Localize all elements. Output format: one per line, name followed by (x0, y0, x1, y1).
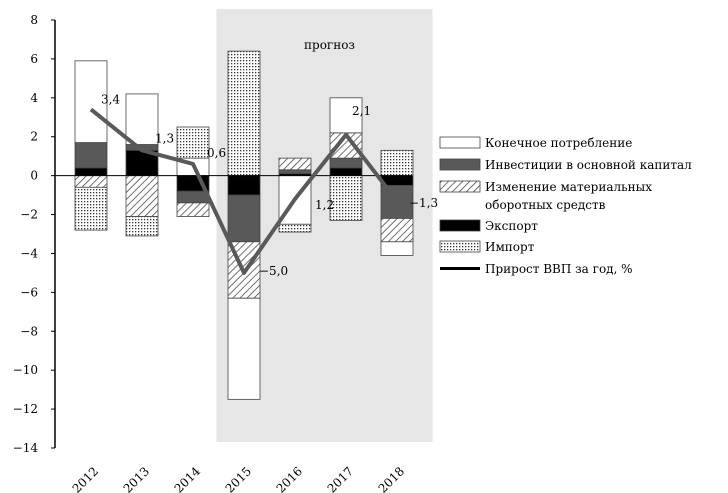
gdp-value-label: 1,2 (315, 198, 334, 212)
y-tick-label: 0 (30, 169, 38, 183)
y-tick-label: −12 (13, 402, 38, 416)
bar-2012-diagonal (74, 175, 108, 188)
bar-2018-darkgray (380, 184, 414, 219)
bar-2017-black (329, 167, 363, 177)
legend-inventory-swatch (439, 180, 481, 193)
y-tick-label: −10 (13, 363, 38, 377)
legend-export-label: Экспорт (485, 219, 538, 233)
x-tick-label: 2015 (223, 464, 254, 493)
bar-2013-white (125, 93, 159, 145)
bar-2018-dotted (380, 149, 414, 177)
y-tick-label: 2 (30, 130, 38, 144)
bar-2016-dotted (278, 223, 312, 233)
gdp-growth-line (89, 107, 399, 275)
bar-2012-white (74, 60, 108, 143)
y-tick-label: 4 (30, 91, 38, 105)
legend-import-swatch (439, 240, 481, 253)
y-tick-label: 8 (30, 13, 38, 27)
legend-inventory-label: Изменение материальных (485, 180, 652, 194)
bar-2014-dotted (176, 126, 210, 159)
bar-2017-dotted (329, 175, 363, 221)
legend-consumption-swatch (439, 136, 481, 149)
bar-2012-darkgray (74, 142, 108, 169)
bar-2015-white (227, 297, 261, 400)
y-tick-label: −2 (20, 208, 38, 222)
bar-2013-diagonal (125, 175, 159, 217)
legend-inventory-label: оборотных средств (485, 198, 606, 212)
y-tick-label: 6 (30, 52, 38, 66)
forecast-annotation: прогноз (304, 38, 355, 52)
y-tick-label: −8 (20, 324, 38, 338)
x-tick-label: 2017 (325, 464, 356, 493)
legend-gdp-growth-label: Прирост ВВП за год, % (485, 262, 633, 276)
legend-investment-swatch (439, 158, 481, 171)
x-tick-label: 2013 (121, 464, 152, 493)
bar-2014-darkgray (176, 190, 210, 204)
bar-2015-dotted (227, 50, 261, 177)
bar-2018-diagonal (380, 218, 414, 243)
bar-2014-diagonal (176, 202, 210, 217)
bar-2013-dotted (125, 216, 159, 237)
bar-2016-diagonal (278, 157, 312, 171)
bar-2015-black (227, 175, 261, 196)
gdp-value-label: 0,6 (207, 146, 226, 160)
gdp-value-label: −5,0 (259, 264, 288, 278)
bar-2018-white (380, 241, 414, 256)
bar-2012-dotted (74, 186, 108, 231)
gdp-value-label: −1,3 (409, 196, 438, 210)
bar-2015-darkgray (227, 194, 261, 243)
gdp-value-label: 3,4 (101, 92, 120, 106)
bar-2016-darkgray (278, 169, 312, 175)
legend-investment-label: Инвестиции в основной капитал (485, 158, 692, 172)
gdp-value-label: 1,3 (155, 131, 174, 145)
y-tick-label: −6 (20, 285, 38, 299)
legend-consumption-label: Конечное потребление (485, 136, 632, 150)
legend-import-label: Импорт (485, 240, 535, 254)
gdp-value-label: 2,1 (352, 104, 371, 118)
legend-export-swatch (439, 219, 481, 232)
x-tick-label: 2016 (274, 464, 305, 493)
bar-2012-black (74, 167, 108, 177)
x-tick-label: 2018 (376, 464, 407, 493)
bar-2017-darkgray (329, 157, 363, 169)
y-tick-label: −4 (20, 246, 38, 260)
x-tick-label: 2014 (172, 464, 204, 493)
bar-2017-white (329, 97, 363, 134)
x-tick-label: 2012 (70, 464, 101, 493)
y-tick-label: −14 (13, 441, 39, 455)
